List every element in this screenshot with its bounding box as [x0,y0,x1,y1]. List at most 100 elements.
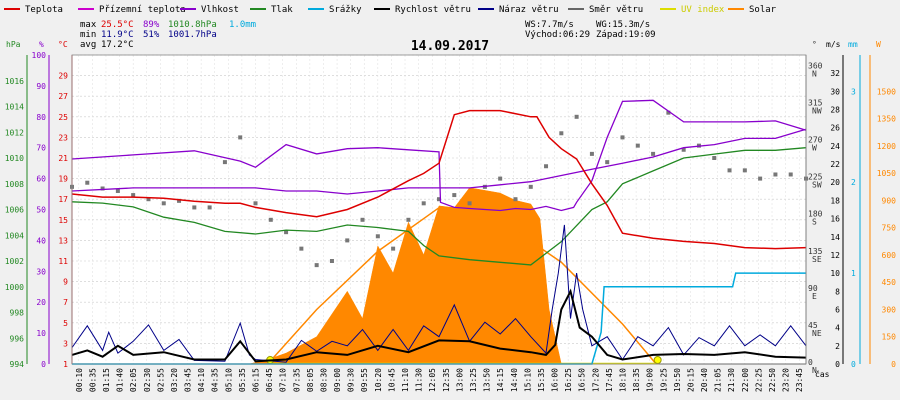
y-tick-w: 300 [882,305,897,314]
x-tick-label: 14:40 [510,368,519,392]
y-tick-pct: 90 [36,82,46,91]
x-tick-label: 07:10 [279,368,288,392]
y-tick-w: 900 [882,196,897,205]
wind-dir-point [742,168,747,173]
wind-dir-point [758,176,763,181]
x-tick-label: 06:15 [252,368,261,392]
x-tick-label: 21:05 [714,368,723,392]
wind-dir-point [773,172,778,177]
x-tick-label: 09:55 [360,368,369,392]
y-tick-w: 1050 [877,169,896,178]
y-tick-dir-cardinal: E [812,292,817,301]
y-tick-hpa: 1014 [5,103,24,112]
y-tick-ms: 16 [830,215,840,224]
wind-dir-point [635,143,640,148]
y-tick-pct: 50 [36,206,46,215]
pressure-line [71,147,807,266]
y-tick-hpa: 1002 [5,257,24,266]
stat-wind-gust: WG:15.3m/s [596,20,650,30]
wind-dir-point [589,151,594,156]
wind-dir-point [788,172,793,177]
y-tick-mm: 3 [851,87,856,96]
stat-max-label: max [80,20,97,30]
y-tick-pct: 40 [36,236,46,245]
y-tick-mm: 1 [851,269,856,278]
x-tick-label: 19:25 [659,368,668,392]
x-tick-label: 04:10 [197,368,206,392]
plot-frame [71,54,807,365]
y-tick-pct: 70 [36,144,46,153]
x-tick-label: 03:45 [184,368,193,392]
wind-dir-point [727,168,732,173]
y-tick-hpa: 1010 [5,154,24,163]
stats-block: max 25.5°C 89% 1010.8hPa 1.0mm min 11.9°… [80,20,656,50]
x-tick-label: 18:10 [619,368,628,392]
legend-srazky: Srážky [329,5,362,15]
y-tick-ms: 10 [830,269,840,278]
x-tick-label: 12:35 [442,368,451,392]
wind-dir-point [666,110,671,115]
wind-dir-point [207,205,212,210]
wind-dir-point [498,176,503,181]
y-tick-ms: 2 [835,342,840,351]
y-tick-ms: 14 [830,233,840,242]
x-tick-label: 02:30 [143,368,152,392]
unit-ms: m/s [826,40,841,49]
x-tick-label: 02:55 [156,368,165,392]
x-tick-label: 23:20 [782,368,791,392]
x-tick-label: 22:50 [768,368,777,392]
x-tick-label: 15:10 [523,368,532,392]
x-tick-label: 11:30 [415,368,424,392]
y-tick-hpa: 1012 [5,128,24,137]
chart-title: 14.09.2017 [411,39,489,54]
y-tick-w: 1500 [877,87,896,96]
legend-tlak: Tlak [271,5,293,15]
y-tick-temp: 5 [63,319,68,328]
x-tick-label: 10:45 [387,368,396,392]
wind-dir-point [238,135,243,140]
x-tick-label: 20:15 [686,368,695,392]
y-tick-ms: 8 [835,287,840,296]
x-tick-label: 14:15 [496,368,505,392]
y-tick-temp: 15 [58,216,68,225]
stat-wind-speed: WS:7.7m/s [525,20,574,30]
x-tick-label: 15:35 [537,368,546,392]
y-tick-dir: 0 [808,358,813,367]
wind-dir-point [651,151,656,156]
wind-dir-point [131,193,136,198]
y-tick-hpa: 994 [10,360,25,369]
y-tick-ms: 4 [835,324,840,333]
x-tick-label: 16:25 [564,368,573,392]
stat-min-temp: 11.9°C [101,30,134,40]
legend-uv-index: UV index [681,5,725,15]
wind-dir-point [452,193,457,198]
wind-dir-point [467,201,472,206]
legend-prizemni-teplota: Přízemní teplota [99,5,186,15]
y-tick-hpa: 1008 [5,180,24,189]
x-tick-label: 16:00 [551,368,560,392]
x-tick-label: 12:05 [428,368,437,392]
stat-max-temp: 25.5°C [101,20,134,30]
y-tick-dir-cardinal: NW [812,106,822,115]
y-tick-temp: 11 [58,257,68,266]
x-tick-label: 05:10 [224,368,233,392]
wind-dir-point [268,217,273,222]
legend-rychlost-vetru: Rychlost větru [395,5,471,15]
legend: Teplota Přízemní teplota Vlhkost Tlak Sr… [4,5,777,15]
y-tick-temp: 25 [58,113,68,122]
y-tick-pct: 10 [36,329,46,338]
stat-avg-temp: 17.2°C [101,40,134,50]
x-tick-label: 19:50 [673,368,682,392]
x-tick-label: 01:40 [116,368,125,392]
unit-pct: % [39,40,44,49]
y-tick-ms: 30 [830,87,840,96]
stat-min-press: 1001.7hPa [168,30,217,40]
y-tick-temp: 29 [58,72,68,81]
x-tick-label: 05:35 [238,368,247,392]
wind-dir-point [253,201,258,206]
y-tick-pct: 80 [36,113,46,122]
wind-dir-point [528,184,533,189]
y-tick-dir-cardinal: NE [812,329,822,338]
y-tick-w: 1200 [877,142,896,151]
y-tick-temp: 19 [58,175,68,184]
